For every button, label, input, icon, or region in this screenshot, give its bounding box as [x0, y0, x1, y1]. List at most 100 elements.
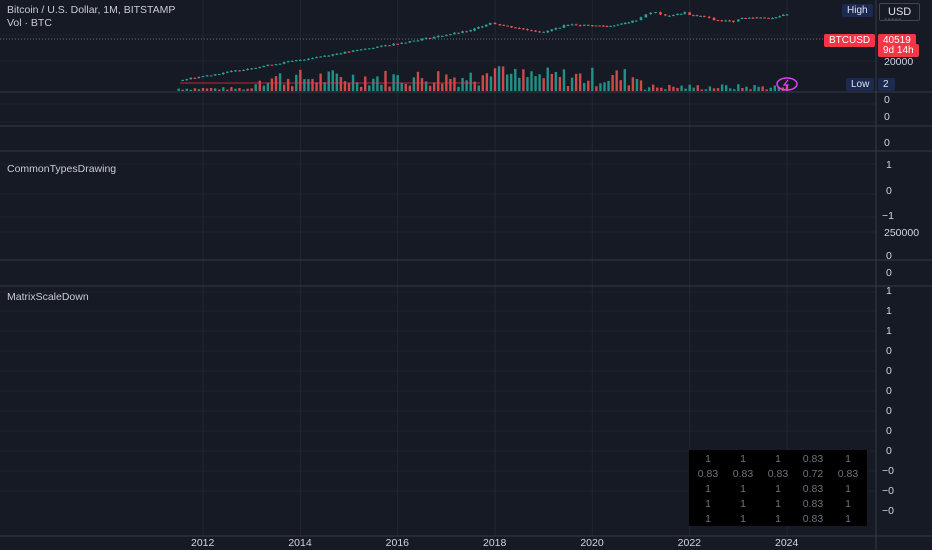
matrix-axis-label: −0 [882, 505, 894, 517]
matrix-cell: 0.72 [802, 468, 824, 480]
candle-body [290, 60, 294, 62]
volume-bar [437, 71, 440, 91]
matrix-cell: 1 [845, 498, 851, 510]
volume-bar [303, 79, 306, 91]
candle-body [428, 37, 432, 39]
candle-body [668, 15, 671, 17]
volume-bar [177, 88, 180, 91]
volume-bar [720, 84, 724, 91]
volume-bar [753, 85, 756, 91]
volume-bar [526, 77, 529, 91]
volume-bar [477, 85, 480, 91]
candle-body [303, 59, 306, 61]
volume-bar [647, 87, 651, 91]
candle-body [594, 25, 598, 27]
matrix-cell: 1 [705, 498, 711, 510]
event-marker-icon[interactable] [776, 77, 798, 91]
candle-body [728, 20, 731, 22]
candle-body [702, 15, 706, 17]
candle-body [530, 30, 533, 32]
pane2-axis-label: 0 [884, 111, 890, 123]
volume-bar [489, 76, 493, 91]
volume-bar [583, 82, 586, 91]
candle-body [659, 12, 662, 15]
volume-bar [428, 85, 432, 91]
matrix-cell: 1 [705, 513, 711, 525]
candle-body [185, 79, 189, 81]
candle-body [623, 22, 627, 25]
candle-body [420, 38, 424, 41]
high-dashes: ----- [884, 13, 902, 25]
candle-body [683, 12, 687, 14]
candle-body [627, 22, 631, 24]
symbol-legend[interactable]: Bitcoin / U.S. Dollar, 1M, BITSTAMP [7, 4, 176, 16]
candle-body [751, 17, 755, 19]
volume-bar [254, 84, 257, 91]
candle-body [432, 36, 436, 39]
common-axis-label: −1 [882, 210, 894, 222]
candle-body [493, 22, 497, 25]
common-axis-label: 0 [886, 267, 892, 279]
volume-bar [615, 70, 618, 91]
candle-body [404, 42, 408, 44]
candle-body [254, 67, 258, 69]
common-types-drawing-title[interactable]: CommonTypesDrawing [7, 163, 117, 175]
ticker-tag: BTCUSD [824, 34, 876, 47]
candle-body [767, 17, 770, 19]
volume-bar [222, 87, 225, 91]
matrix-axis-label: 0 [886, 365, 892, 377]
candle-body [461, 31, 464, 33]
volume-bar [672, 86, 675, 91]
candle-body [372, 47, 375, 49]
common-axis-label: 1 [886, 159, 892, 171]
candle-body [518, 27, 521, 29]
candle-body [477, 27, 480, 29]
volume-bar [562, 69, 566, 91]
volume-bar [481, 75, 485, 91]
candle-body [209, 75, 213, 77]
volume-bar [692, 87, 695, 91]
candle-body [343, 51, 347, 54]
candle-body [747, 17, 751, 19]
matrix-cell: 0.83 [767, 468, 789, 480]
currency-button[interactable]: USD [879, 3, 921, 21]
candle-body [238, 70, 241, 72]
candle-body [193, 77, 197, 79]
candle-body [601, 25, 605, 27]
matrix-cell: 1 [775, 483, 781, 495]
candle-body [217, 74, 221, 76]
matrix-scale-down-title[interactable]: MatrixScaleDown [7, 291, 89, 303]
volume-bar [729, 88, 732, 91]
matrix-axis-label: 1 [886, 305, 892, 317]
volume-bar [668, 84, 671, 91]
candle-body [498, 24, 502, 26]
candle-body [688, 12, 691, 15]
lightning-icon [782, 79, 789, 90]
volume-bar [737, 84, 740, 91]
volume-bar [449, 78, 452, 91]
volume-bar [469, 72, 472, 91]
volume-legend[interactable]: Vol · BTC [7, 17, 52, 29]
volume-bar [400, 82, 403, 91]
candle-body [785, 14, 789, 16]
candle-body [771, 18, 774, 20]
volume-bar [339, 77, 343, 91]
candle-body [246, 68, 249, 70]
matrix-cell: 1 [775, 513, 781, 525]
candle-body [716, 20, 720, 22]
candle-body [534, 30, 537, 32]
time-axis-label: 2020 [580, 537, 604, 549]
candle-body [526, 29, 529, 31]
candle-body [737, 19, 740, 22]
candle-body [574, 24, 578, 26]
candle-body [201, 76, 205, 78]
volume-bar [639, 80, 643, 91]
volume-bar [505, 74, 509, 91]
volume-bar [416, 71, 420, 91]
candle-body [707, 16, 711, 18]
volume-bar [388, 86, 391, 91]
volume-bar [546, 67, 549, 91]
volume-bar [238, 87, 241, 91]
candle-body [347, 51, 351, 53]
